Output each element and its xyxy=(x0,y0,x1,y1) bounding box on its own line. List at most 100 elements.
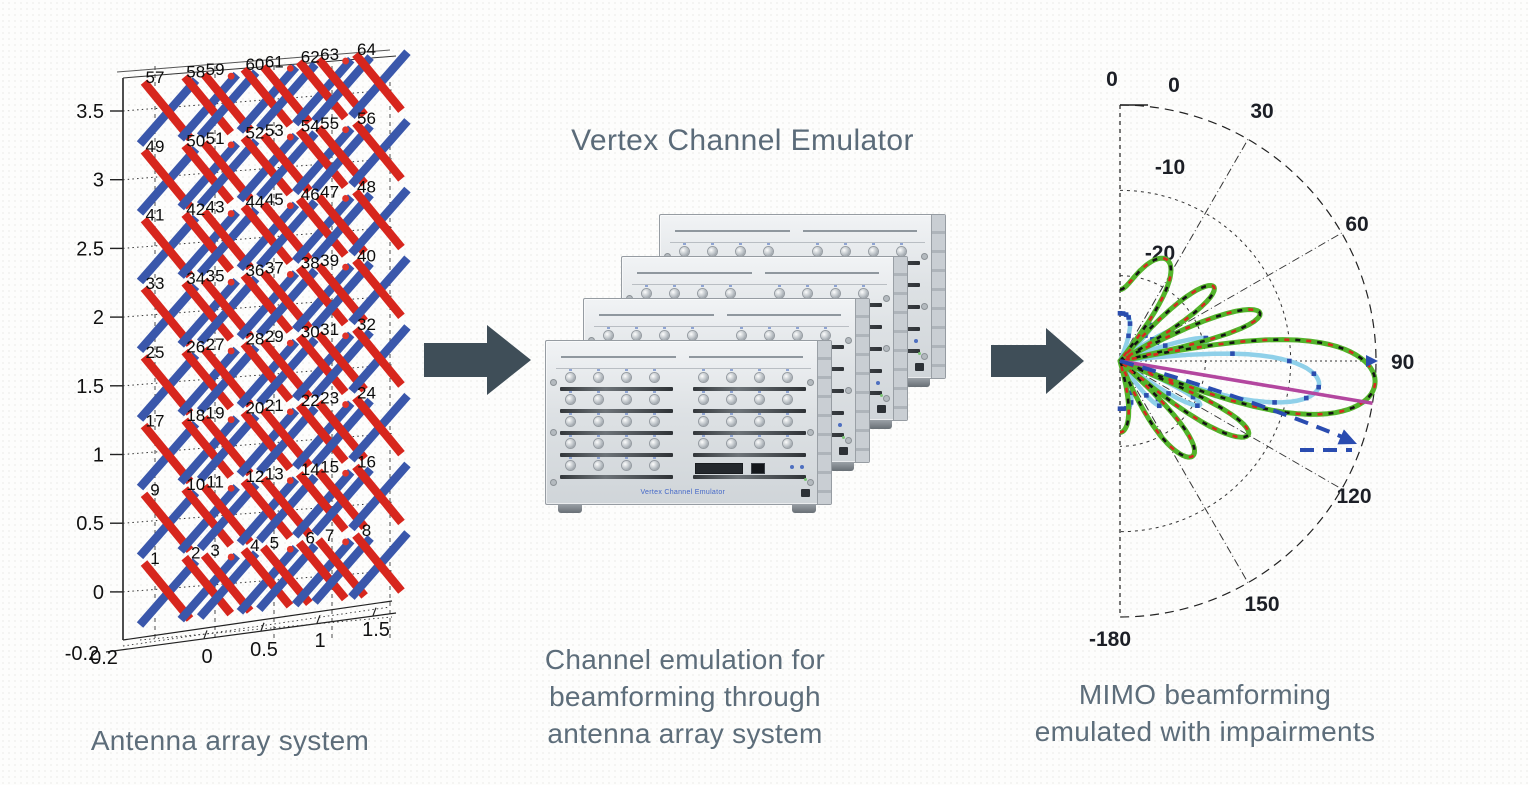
antenna-element-label: 26 xyxy=(186,338,205,357)
antenna-element-label: 18 xyxy=(186,406,205,425)
connector-port xyxy=(650,457,659,470)
antenna-element-label: 50 xyxy=(186,131,205,150)
element-pol-a-stroke xyxy=(140,285,194,347)
polar-angle-label--180: -180 xyxy=(1089,628,1131,651)
chassis-screw xyxy=(921,253,928,260)
connector-port xyxy=(566,435,575,448)
polar-angle-label-90: 90 xyxy=(1391,351,1414,374)
chassis-side-panel xyxy=(817,341,831,504)
element-pol-a-stroke xyxy=(352,532,405,594)
antenna-element-label: 54 xyxy=(301,116,320,135)
middle-panel-title: Vertex Channel Emulator xyxy=(571,124,914,157)
element-pol-a-stroke xyxy=(181,74,235,136)
antenna-row-8: 57 58 59 60 61 62 63 64 xyxy=(136,40,411,147)
impaired-pattern-marker xyxy=(1162,343,1168,348)
antenna-element xyxy=(236,270,300,340)
connector-port xyxy=(736,243,745,256)
y-tick-label: 0.5 xyxy=(76,513,104,535)
antenna-element-label: 63 xyxy=(320,45,339,64)
module-slot-bar xyxy=(560,453,673,457)
flow-arrow-1 xyxy=(424,325,531,395)
x-tick-mark xyxy=(372,607,377,616)
element-pol-a-stroke xyxy=(352,51,405,113)
x-tick-mark xyxy=(260,622,265,631)
connector-port xyxy=(622,391,631,404)
impaired-pattern-marker xyxy=(1190,394,1196,400)
power-switch xyxy=(801,489,810,497)
feed-point-dot xyxy=(342,538,349,546)
floor-front-edge xyxy=(105,612,397,653)
connector-port xyxy=(755,413,764,426)
chassis-top-strip xyxy=(632,262,887,285)
caption-middle-line2: beamforming through xyxy=(549,681,821,712)
antenna-element-label: 23 xyxy=(320,389,339,408)
antenna-element-label: 36 xyxy=(245,261,264,280)
antenna-element xyxy=(136,420,200,491)
chassis-top-strip xyxy=(556,346,811,369)
chassis-screw xyxy=(883,345,890,352)
axis-90-arrowhead xyxy=(1366,355,1378,367)
controller-led xyxy=(790,465,794,469)
connector-port xyxy=(632,327,641,340)
antenna-element xyxy=(236,407,300,478)
connector-port xyxy=(699,413,708,426)
feed-point-dot xyxy=(286,477,294,484)
chassis-foot-left xyxy=(558,504,582,513)
element-pol-a-stroke xyxy=(200,483,254,546)
connector-port xyxy=(566,413,575,426)
module-row xyxy=(558,413,812,435)
connector-port xyxy=(642,285,651,298)
power-switch xyxy=(915,363,924,371)
impaired-pattern-marker xyxy=(1287,358,1292,364)
antenna-element xyxy=(177,278,240,348)
antenna-element-label: 52 xyxy=(245,124,264,143)
chassis-foot-right xyxy=(868,420,892,429)
power-led xyxy=(842,436,845,439)
impaired-pattern-marker xyxy=(1120,406,1126,412)
chassis-screw xyxy=(550,429,557,436)
chassis-brand-label: Vertex Channel Emulator xyxy=(640,489,726,496)
module-group xyxy=(691,413,812,435)
power-led xyxy=(918,352,921,355)
floor-back-edge xyxy=(122,600,393,641)
antenna-row-5: 33 34 35 36 37 38 39 40 xyxy=(136,246,411,353)
connector-port xyxy=(869,243,878,256)
polar-spoke-150 xyxy=(1119,360,1249,583)
x-tick-label: 1.5 xyxy=(362,619,390,641)
antenna-element-label: 45 xyxy=(265,190,284,209)
feed-point-dot xyxy=(227,141,235,149)
caption-middle-line3: antenna array system xyxy=(547,718,823,749)
connector-port xyxy=(755,435,764,448)
chassis-groove-left xyxy=(637,272,752,274)
chassis-groove-right xyxy=(802,230,918,232)
power-switch xyxy=(877,405,886,413)
antenna-element xyxy=(136,558,200,628)
antenna-element-label: 48 xyxy=(357,178,376,197)
controller-led xyxy=(838,423,842,427)
antenna-element-label: 37 xyxy=(265,258,284,277)
element-pol-a-stroke xyxy=(295,333,349,396)
caption-right-line2: emulated with impairments xyxy=(1034,716,1376,747)
antenna-element xyxy=(292,125,355,196)
antenna-element-label: 27 xyxy=(206,335,225,354)
connector-port xyxy=(699,391,708,404)
antenna-element-label: 41 xyxy=(146,206,165,225)
element-pol-a-stroke xyxy=(200,71,254,133)
y-tick-label: 1 xyxy=(93,445,104,467)
caption-left: Antenna array system xyxy=(90,725,370,756)
antenna-element-label: 7 xyxy=(325,526,334,545)
antenna-element-label: 21 xyxy=(265,396,284,415)
module-row xyxy=(558,435,812,457)
element-pol-a-stroke xyxy=(240,547,294,609)
antenna-element xyxy=(196,481,260,552)
chassis-groove-right xyxy=(764,272,880,274)
y-tick-label: 2.5 xyxy=(76,238,104,260)
antenna-element xyxy=(136,214,200,285)
element-pol-a-stroke xyxy=(295,58,349,121)
chassis-screw xyxy=(921,353,928,360)
feed-point-dot xyxy=(342,126,349,134)
ideal-beam-direction xyxy=(1119,359,1373,406)
module-group xyxy=(691,460,812,479)
element-pol-a-stroke xyxy=(240,134,294,197)
